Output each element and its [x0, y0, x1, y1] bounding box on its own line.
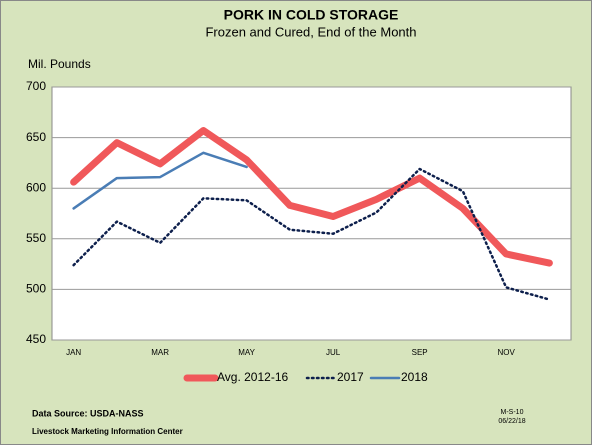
x-tick-label: JAN	[66, 348, 81, 357]
legend-label: 2017	[337, 370, 364, 384]
date: 06/22/18	[498, 418, 525, 425]
organization: Livestock Marketing Information Center	[32, 427, 183, 436]
chart-subtitle: Frozen and Cured, End of the Month	[205, 24, 416, 39]
y-tick-label: 550	[26, 231, 46, 245]
x-tick-label: MAY	[238, 348, 255, 357]
series-line	[72, 167, 551, 301]
y-tick-label: 500	[26, 282, 46, 296]
series-line	[70, 127, 553, 267]
x-tick-label: JUL	[326, 348, 341, 357]
code: M-S-10	[501, 409, 524, 416]
legend-label: 2018	[401, 370, 428, 384]
x-tick-label: MAR	[151, 348, 169, 357]
y-tick-label: 450	[26, 332, 46, 346]
y-axis-label: Mil. Pounds	[28, 57, 91, 71]
y-tick-label: 650	[26, 130, 46, 144]
x-tick-label: NOV	[497, 348, 515, 357]
source: Data Source: USDA-NASS	[32, 408, 144, 418]
y-tick-label: 600	[26, 180, 46, 194]
x-tick-label: SEP	[412, 348, 428, 357]
y-tick-label: 700	[26, 79, 46, 93]
chart-title: PORK IN COLD STORAGE	[224, 7, 399, 23]
series-line	[72, 151, 248, 210]
legend-label: Avg. 2012-16	[217, 370, 288, 384]
